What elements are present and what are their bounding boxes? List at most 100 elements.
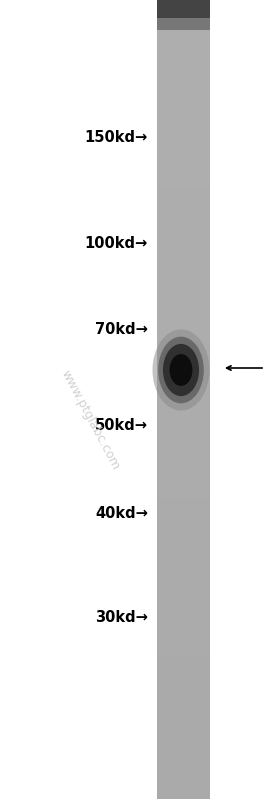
Bar xyxy=(157,242,210,245)
Bar xyxy=(157,0,210,18)
Bar xyxy=(157,418,210,421)
Bar xyxy=(157,397,210,400)
Text: 40kd→: 40kd→ xyxy=(95,506,148,520)
Bar xyxy=(157,589,210,591)
Bar xyxy=(157,224,210,226)
Bar xyxy=(157,384,210,386)
Bar xyxy=(157,330,210,333)
Bar xyxy=(157,797,210,799)
Bar xyxy=(157,189,210,192)
Bar xyxy=(157,759,210,761)
Bar xyxy=(157,141,210,144)
Bar xyxy=(157,498,210,501)
Bar xyxy=(157,501,210,503)
Bar xyxy=(157,336,210,338)
Bar xyxy=(157,133,210,136)
Bar xyxy=(157,320,210,322)
Bar xyxy=(157,423,210,426)
Bar xyxy=(157,761,210,765)
Bar xyxy=(157,10,210,14)
Bar xyxy=(157,114,210,117)
Bar xyxy=(157,415,210,418)
Bar xyxy=(157,631,210,634)
Bar xyxy=(157,602,210,605)
Bar xyxy=(157,743,210,745)
Bar xyxy=(157,18,210,22)
Bar xyxy=(157,344,210,346)
Bar xyxy=(157,485,210,487)
Bar xyxy=(157,610,210,613)
Bar xyxy=(157,56,210,58)
Ellipse shape xyxy=(153,329,209,411)
Bar xyxy=(157,469,210,471)
Bar xyxy=(157,365,210,368)
Bar xyxy=(157,253,210,256)
Bar xyxy=(157,317,210,320)
Bar xyxy=(157,615,210,618)
Text: 150kd→: 150kd→ xyxy=(85,130,148,145)
Bar xyxy=(157,706,210,709)
Bar xyxy=(157,170,210,173)
Bar xyxy=(157,301,210,304)
Bar xyxy=(157,256,210,258)
Bar xyxy=(157,157,210,160)
Bar xyxy=(157,293,210,296)
Text: 50kd→: 50kd→ xyxy=(95,418,148,432)
Bar xyxy=(157,626,210,629)
Bar xyxy=(157,85,210,88)
Bar xyxy=(157,357,210,360)
Bar xyxy=(157,729,210,733)
Bar xyxy=(157,312,210,314)
Bar xyxy=(157,149,210,152)
Bar xyxy=(157,721,210,725)
Bar xyxy=(157,413,210,415)
Bar xyxy=(157,144,210,146)
Bar xyxy=(157,703,210,706)
Bar xyxy=(157,80,210,82)
Bar xyxy=(157,250,210,253)
Bar xyxy=(157,642,210,645)
Bar xyxy=(157,109,210,112)
Bar xyxy=(157,205,210,208)
Bar xyxy=(157,645,210,647)
Bar xyxy=(157,661,210,663)
Bar xyxy=(157,773,210,775)
Bar xyxy=(157,538,210,541)
Bar xyxy=(157,679,210,682)
Bar xyxy=(157,522,210,525)
Bar xyxy=(157,373,210,376)
Bar xyxy=(157,525,210,527)
Bar xyxy=(157,386,210,389)
Bar xyxy=(157,557,210,559)
Bar xyxy=(157,34,210,38)
Bar xyxy=(157,42,210,46)
Bar xyxy=(157,685,210,687)
Bar xyxy=(157,741,210,743)
Bar xyxy=(157,450,210,453)
Bar xyxy=(157,466,210,469)
Bar xyxy=(157,197,210,200)
Bar xyxy=(157,434,210,437)
Bar xyxy=(157,62,210,64)
Bar xyxy=(157,785,210,789)
Bar xyxy=(157,463,210,466)
Bar xyxy=(157,671,210,674)
Bar xyxy=(157,376,210,378)
Bar xyxy=(157,394,210,397)
Bar xyxy=(157,546,210,549)
Bar xyxy=(157,549,210,551)
Bar xyxy=(157,658,210,661)
Bar xyxy=(157,733,210,735)
Bar xyxy=(157,517,210,519)
Bar xyxy=(157,82,210,85)
Bar xyxy=(157,506,210,509)
Bar xyxy=(157,30,210,32)
Bar xyxy=(157,578,210,581)
Bar xyxy=(157,16,210,18)
Bar xyxy=(157,146,210,149)
Bar xyxy=(157,767,210,769)
Bar xyxy=(157,274,210,277)
Bar xyxy=(157,559,210,562)
Bar xyxy=(157,709,210,711)
Bar xyxy=(157,775,210,777)
